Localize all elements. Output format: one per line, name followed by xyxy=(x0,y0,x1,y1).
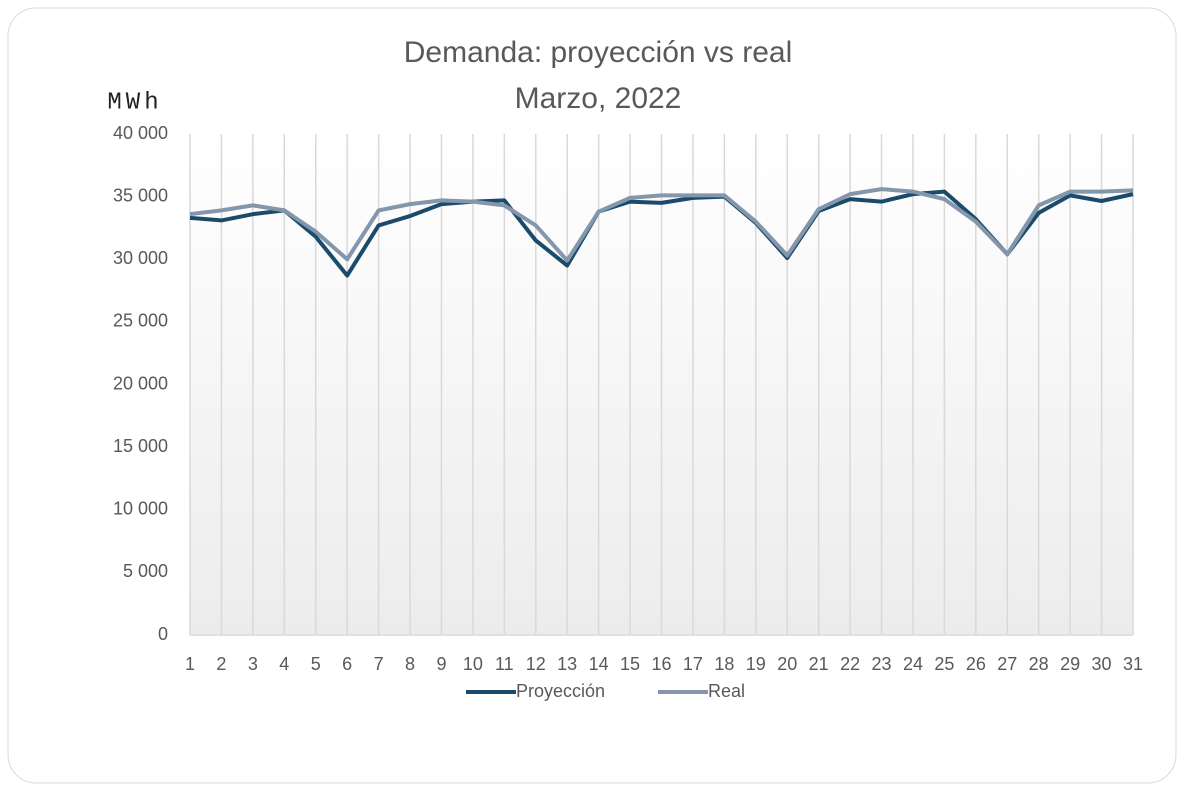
x-tick-label: 8 xyxy=(405,654,415,674)
x-tick-label: 16 xyxy=(651,654,671,674)
x-tick-label: 10 xyxy=(463,654,483,674)
x-tick-label: 26 xyxy=(966,654,986,674)
x-tick-label: 17 xyxy=(683,654,703,674)
x-tick-label: 23 xyxy=(872,654,892,674)
x-tick-label: 5 xyxy=(311,654,321,674)
x-tick-label: 13 xyxy=(557,654,577,674)
x-tick-label: 24 xyxy=(903,654,923,674)
x-tick-label: 2 xyxy=(216,654,226,674)
x-tick-label: 18 xyxy=(714,654,734,674)
x-tick-label: 12 xyxy=(526,654,546,674)
y-tick-label: 0 xyxy=(158,624,168,644)
x-tick-label: 27 xyxy=(997,654,1017,674)
x-tick-label: 14 xyxy=(589,654,609,674)
y-tick-label: 5 000 xyxy=(123,561,168,581)
x-tick-label: 7 xyxy=(374,654,384,674)
x-tick-label: 28 xyxy=(1029,654,1049,674)
chart-subtitle: Marzo, 2022 xyxy=(515,82,682,115)
y-tick-label: 10 000 xyxy=(113,499,168,519)
x-tick-label: 31 xyxy=(1123,654,1143,674)
series-line xyxy=(189,189,1134,278)
legend-label: Proyección xyxy=(516,681,605,701)
legend-label: Real xyxy=(708,681,745,701)
x-tick-label: 6 xyxy=(342,654,352,674)
x-tick-label: 9 xyxy=(436,654,446,674)
y-tick-label: 25 000 xyxy=(113,311,168,331)
x-tick-label: 29 xyxy=(1060,654,1080,674)
x-tick-label: 19 xyxy=(746,654,766,674)
x-tick-label: 20 xyxy=(777,654,797,674)
x-tick-label: 1 xyxy=(185,654,195,674)
y-tick-label: 40 000 xyxy=(113,123,168,143)
x-tick-label: 11 xyxy=(495,654,514,674)
x-tick-label: 30 xyxy=(1092,654,1112,674)
y-axis-label: MWh xyxy=(107,89,162,116)
x-tick-label: 3 xyxy=(248,654,258,674)
y-tick-label: 35 000 xyxy=(113,185,168,205)
series-line xyxy=(189,187,1134,263)
x-tick-label: 22 xyxy=(840,654,860,674)
x-tick-label: 21 xyxy=(809,654,829,674)
x-tick-label: 25 xyxy=(934,654,954,674)
x-tick-label: 4 xyxy=(279,654,289,674)
y-tick-label: 20 000 xyxy=(113,373,168,393)
y-tick-label: 15 000 xyxy=(113,436,168,456)
y-tick-label: 30 000 xyxy=(113,248,168,268)
x-tick-label: 15 xyxy=(620,654,640,674)
chart-title: Demanda: proyección vs real xyxy=(404,36,793,69)
